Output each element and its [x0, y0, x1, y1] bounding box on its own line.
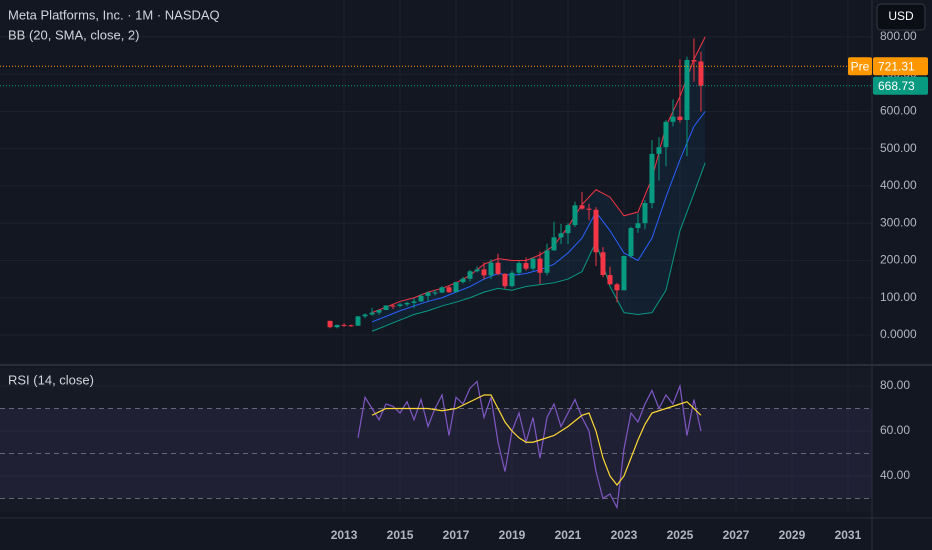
candle-body [579, 205, 585, 209]
candle-body [691, 59, 697, 62]
candle-body [488, 262, 494, 276]
candle-body [474, 269, 480, 272]
x-tick-label: 2025 [667, 528, 694, 542]
candle-body [516, 263, 522, 273]
candle-body [334, 324, 340, 328]
candle-body [390, 305, 396, 307]
indicator-title: BB (20, SMA, close, 2) [8, 27, 140, 42]
candle-body [677, 116, 683, 120]
candle-body [467, 271, 473, 279]
candle-body [362, 314, 368, 317]
candle-body [544, 250, 550, 273]
x-tick-label: 2021 [555, 528, 582, 542]
y-tick-label: 0.0000 [880, 327, 917, 341]
candle-body [698, 61, 704, 86]
x-tick-label: 2031 [835, 528, 862, 542]
candle-body [628, 228, 634, 256]
candle-body [502, 273, 508, 287]
candle-body [523, 263, 529, 269]
pre-market-price: 721.31 [878, 59, 915, 73]
candle-body [327, 320, 333, 328]
candle-body [432, 292, 438, 294]
candle-body [642, 203, 648, 224]
axes: 0.0000 100.00 200.00 300.00 400.00 500.00 600.… [331, 29, 928, 542]
pre-market-label: Pre [851, 59, 870, 73]
rsi-title: RSI (14, close) [8, 372, 94, 387]
candle-body [635, 223, 641, 229]
y-tick-label: 600.00 [880, 104, 917, 118]
candle-body [684, 59, 690, 120]
candle-body [425, 292, 431, 296]
y-tick-label: 40.00 [880, 468, 910, 482]
candle-body [663, 121, 669, 148]
candle-body [383, 305, 389, 311]
candle-body [586, 208, 592, 210]
candle-body [600, 252, 606, 275]
rsi-line [371, 394, 702, 486]
x-tick-label: 2027 [723, 528, 750, 542]
candle-body [530, 258, 536, 269]
candle-body [670, 116, 676, 122]
x-tick-label: 2017 [443, 528, 470, 542]
rsi-line [357, 380, 702, 510]
candle-body [607, 274, 613, 285]
x-tick-label: 2019 [499, 528, 526, 542]
plot [0, 36, 872, 510]
candle-body [621, 255, 627, 291]
candle-body [460, 278, 466, 283]
last-price-tag [873, 76, 928, 95]
x-tick-label: 2023 [611, 528, 638, 542]
x-tick-label: 2013 [331, 528, 358, 542]
candle-body [453, 282, 459, 293]
y-tick-label: 800.00 [880, 29, 917, 43]
currency-button[interactable] [876, 3, 926, 31]
y-tick-label: 200.00 [880, 253, 917, 267]
y-tick-label: 80.00 [880, 378, 910, 392]
candle-body [446, 287, 452, 293]
candle-body [649, 153, 655, 204]
candle-body [418, 295, 424, 302]
y-tick-label: 300.00 [880, 215, 917, 229]
candle-body [481, 269, 487, 276]
x-tick-label: 2029 [779, 528, 806, 542]
candle-body [404, 302, 410, 305]
candle-body [656, 147, 662, 154]
currency-label[interactable]: USD [888, 9, 914, 23]
chart-title: Meta Platforms, Inc. · 1M · NASDAQ [8, 7, 220, 22]
candle-body [537, 258, 543, 273]
y-tick-label: 100.00 [880, 290, 917, 304]
candle-body [495, 262, 501, 274]
y-tick-label: 60.00 [880, 423, 910, 437]
candle-body [558, 233, 564, 238]
pre-market-tag [848, 57, 872, 76]
candle-body [348, 325, 354, 327]
x-tick-label: 2015 [387, 528, 414, 542]
candle-body [439, 287, 445, 293]
y-tick-label: 400.00 [880, 178, 917, 192]
candle-body [509, 272, 515, 287]
candle-body [355, 316, 361, 326]
candle-body [397, 304, 403, 306]
candle-body [411, 301, 417, 303]
candle-body [614, 284, 620, 291]
candle-body [376, 310, 382, 313]
candle-body [551, 237, 557, 251]
candle-body [572, 205, 578, 226]
candle-body [341, 324, 347, 326]
last-price: 668.73 [878, 79, 915, 93]
candle-body [565, 225, 571, 234]
y-tick-label: 500.00 [880, 141, 917, 155]
pre-market-price-tag [873, 57, 928, 76]
rsi-pane [0, 368, 872, 512]
band-line [371, 162, 706, 332]
candle-body [369, 312, 375, 315]
candle-body [593, 209, 599, 253]
